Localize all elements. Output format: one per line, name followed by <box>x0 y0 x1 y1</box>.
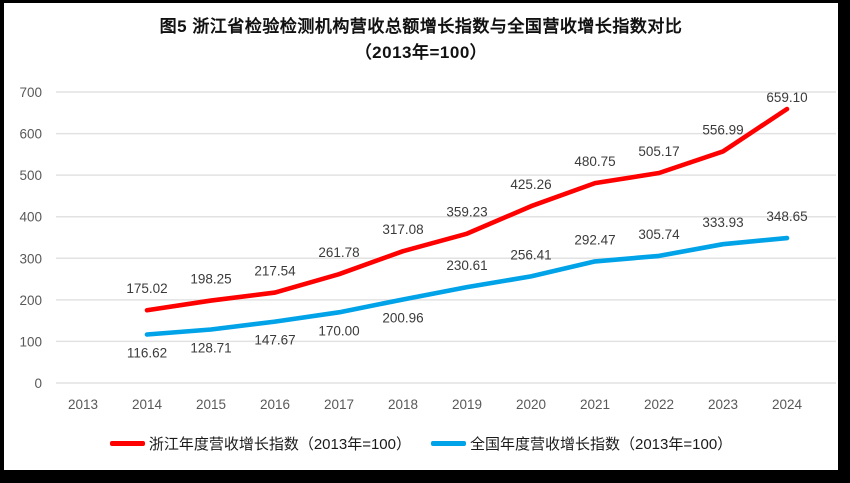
svg-text:2023: 2023 <box>708 397 738 412</box>
svg-text:0: 0 <box>34 376 42 391</box>
svg-text:2015: 2015 <box>196 397 226 412</box>
chart-title: 图5 浙江省检验检测机构营收总额增长指数与全国营收增长指数对比 （2013年=1… <box>4 14 838 66</box>
svg-text:2016: 2016 <box>260 397 290 412</box>
line-chart-canvas: 0 100 200 300 400 500 600 700 2013 2014 2015 2016 20… <box>19 85 836 412</box>
svg-text:600: 600 <box>19 127 42 142</box>
svg-text:217.54: 217.54 <box>254 264 296 279</box>
svg-text:659.10: 659.10 <box>766 90 807 105</box>
svg-text:2018: 2018 <box>388 397 418 412</box>
svg-text:500: 500 <box>19 168 42 183</box>
svg-text:198.25: 198.25 <box>190 272 231 287</box>
svg-text:400: 400 <box>19 210 42 225</box>
svg-text:2014: 2014 <box>132 397 163 412</box>
legend-label-national: 全国年度营收增长指数（2013年=100） <box>470 436 733 453</box>
legend-line-swatch-blue <box>431 441 466 446</box>
svg-text:556.99: 556.99 <box>702 122 743 137</box>
svg-text:2017: 2017 <box>324 397 354 412</box>
svg-text:2022: 2022 <box>644 397 674 412</box>
svg-text:2013: 2013 <box>68 397 98 412</box>
svg-text:261.78: 261.78 <box>318 245 359 260</box>
svg-text:700: 700 <box>19 85 42 100</box>
svg-text:2024: 2024 <box>772 397 803 412</box>
svg-text:292.47: 292.47 <box>574 232 615 247</box>
chart-content: 0 100 200 300 400 500 600 700 2013 2014 2015 2016 20… <box>4 3 838 470</box>
svg-text:425.26: 425.26 <box>510 177 551 192</box>
svg-text:147.67: 147.67 <box>254 333 295 348</box>
svg-text:2021: 2021 <box>580 397 610 412</box>
svg-text:317.08: 317.08 <box>382 222 423 237</box>
legend-line-swatch-red <box>109 441 145 446</box>
svg-text:230.61: 230.61 <box>446 258 487 273</box>
svg-text:256.41: 256.41 <box>510 247 551 262</box>
svg-text:359.23: 359.23 <box>446 205 487 220</box>
svg-text:348.65: 348.65 <box>766 209 807 224</box>
svg-text:505.17: 505.17 <box>638 144 679 159</box>
svg-text:2020: 2020 <box>516 397 546 412</box>
chart-title-line1: 图5 浙江省检验检测机构营收总额增长指数与全国营收增长指数对比 <box>159 17 683 36</box>
svg-text:305.74: 305.74 <box>638 227 680 242</box>
legend-label-zhejiang: 浙江年度营收增长指数（2013年=100） <box>148 436 411 453</box>
svg-text:2019: 2019 <box>452 397 482 412</box>
legend-item-national: 全国年度营收增长指数（2013年=100） <box>431 433 732 454</box>
chart-title-line2: （2013年=100） <box>354 43 488 62</box>
svg-text:200: 200 <box>19 293 42 308</box>
svg-text:100: 100 <box>19 334 42 349</box>
svg-text:333.93: 333.93 <box>702 215 743 230</box>
svg-text:200.96: 200.96 <box>382 310 423 325</box>
chart-legend: 浙江年度营收增长指数（2013年=100） 全国年度营收增长指数（2013年=1… <box>4 433 838 454</box>
svg-text:128.71: 128.71 <box>190 340 231 355</box>
legend-item-zhejiang: 浙江年度营收增长指数（2013年=100） <box>109 433 411 454</box>
svg-text:116.62: 116.62 <box>127 346 167 361</box>
svg-text:480.75: 480.75 <box>574 154 615 169</box>
svg-text:300: 300 <box>19 251 42 266</box>
svg-text:170.00: 170.00 <box>318 323 359 338</box>
svg-text:175.02: 175.02 <box>126 281 167 296</box>
